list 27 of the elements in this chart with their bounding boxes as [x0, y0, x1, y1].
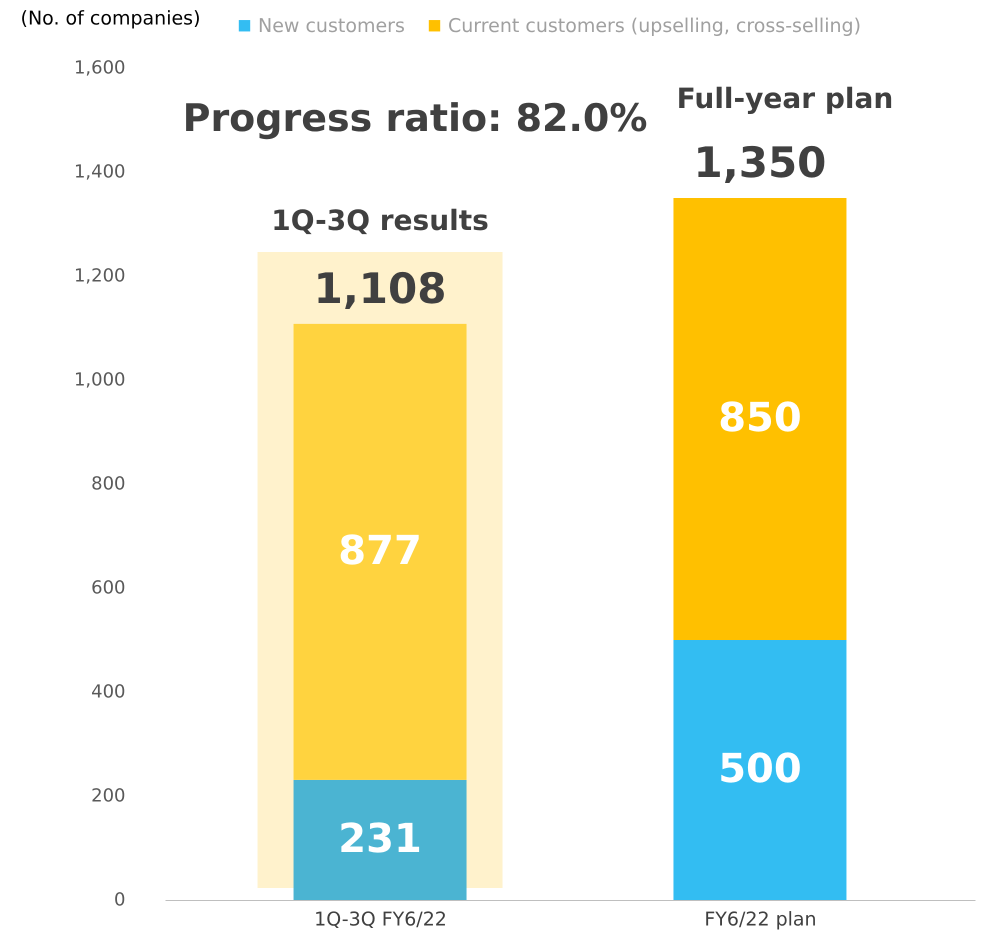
y-tick-label: 1,000 [74, 370, 126, 390]
y-tick-label: 1,600 [74, 58, 126, 78]
legend-label: Current customers (upselling, cross-selling) [448, 14, 861, 37]
annotation: Progress ratio: 82.0% [182, 96, 648, 140]
y-tick-label: 600 [91, 578, 126, 598]
annotation: Full-year plan [676, 82, 894, 115]
bar [294, 324, 467, 780]
legend-label: New customers [258, 14, 405, 37]
y-tick-label: 400 [91, 682, 126, 702]
data-label: 850 [718, 395, 802, 441]
y-tick-label: 0 [114, 890, 126, 910]
y-tick-label: 800 [91, 474, 126, 494]
data-label: 500 [718, 746, 802, 792]
band-label: 1Q-3Q results [271, 204, 489, 237]
bar [294, 780, 467, 900]
x-tick-label: FY6/22 plan [704, 908, 817, 930]
x-tick-label: 1Q-3Q FY6/22 [314, 908, 447, 930]
y-axis-title: (No. of companies) [20, 8, 200, 30]
total-label: 1,108 [314, 264, 446, 313]
y-tick-label: 1,400 [74, 162, 126, 182]
bar [673, 198, 846, 640]
bar [673, 640, 846, 900]
y-tick-label: 1,200 [74, 266, 126, 286]
y-tick-label: 200 [91, 786, 126, 806]
data-label: 877 [338, 528, 422, 574]
total-label: 1,350 [694, 138, 826, 187]
data-label: 231 [338, 816, 422, 862]
